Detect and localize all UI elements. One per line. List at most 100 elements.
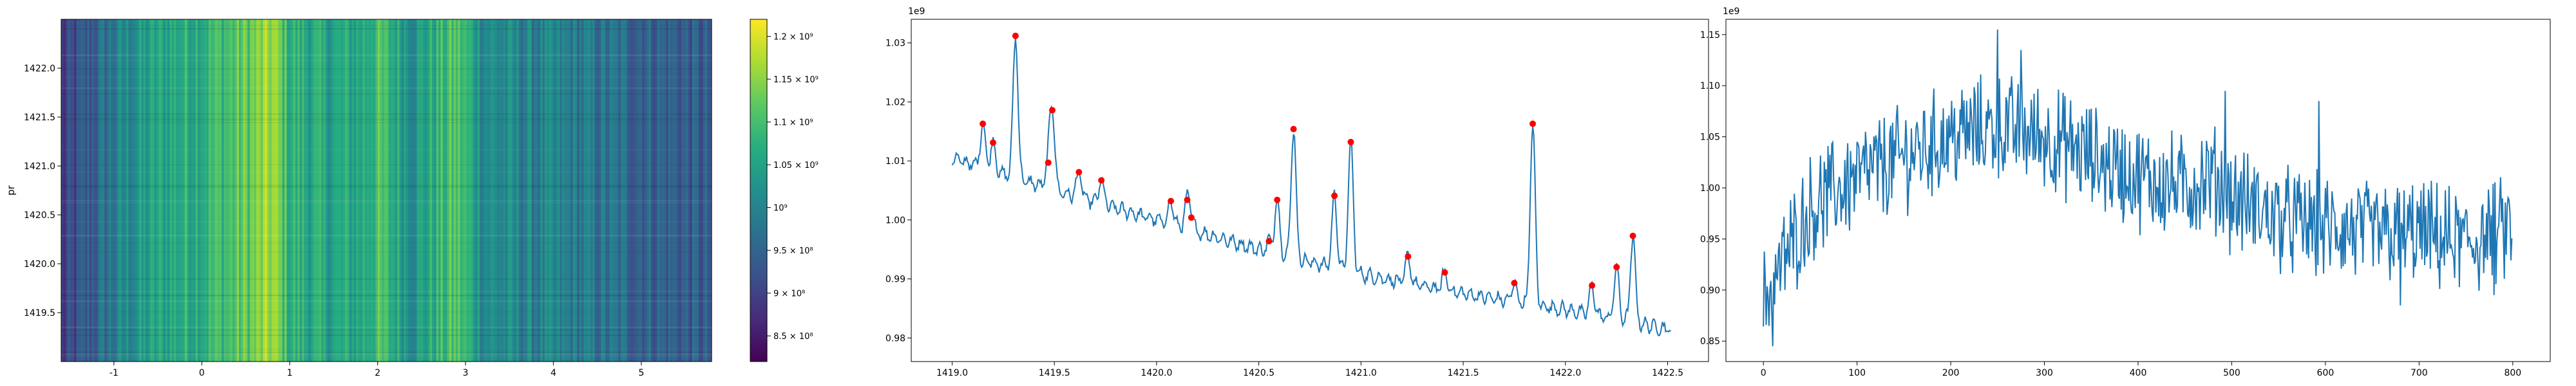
heatmap-column <box>119 19 122 362</box>
heatmap-column <box>301 19 305 362</box>
x-tick-label: 3 <box>462 368 468 378</box>
heatmap-column <box>590 19 593 362</box>
heatmap-column <box>468 19 471 362</box>
heatmap-column <box>668 19 671 362</box>
heatmap-column <box>109 19 112 362</box>
heatmap-column <box>698 19 701 362</box>
heatmap-row-band <box>61 278 712 280</box>
y-tick-label: 0.90 <box>1700 286 1720 296</box>
spectrum-line <box>951 39 1671 336</box>
heatmap-column <box>705 19 708 362</box>
heatmap-row-band <box>61 349 712 350</box>
heatmap-column <box>147 19 151 362</box>
heatmap-column <box>245 19 249 362</box>
peak-marker <box>980 120 987 127</box>
heatmap-column <box>477 19 480 362</box>
heatmap-column <box>497 19 500 362</box>
heatmap-column <box>462 19 465 362</box>
heatmap-row-band <box>61 200 712 202</box>
heatmap-column <box>191 19 194 362</box>
y-tick-label: 1421.5 <box>24 113 55 123</box>
heatmap-column <box>117 19 120 362</box>
heatmap-column <box>70 19 73 362</box>
heatmap-column <box>560 19 563 362</box>
heatmap-column <box>650 19 654 362</box>
heatmap-row-band <box>61 149 712 151</box>
heatmap-column <box>202 19 205 362</box>
heatmap-column <box>596 19 600 362</box>
peak-marker <box>1530 120 1536 127</box>
heatmap-column <box>414 19 417 362</box>
x-tick-label: 5 <box>638 368 644 378</box>
peak-marker <box>1265 237 1273 244</box>
heatmap-row-band <box>61 221 712 223</box>
heatmap-column <box>200 19 203 362</box>
heatmap-column <box>122 19 125 362</box>
heatmap-column <box>198 19 201 362</box>
heatmap-column <box>230 19 233 362</box>
heatmap-column <box>390 19 393 362</box>
y-tick-label: 0.98 <box>886 333 905 344</box>
heatmap-column <box>113 19 116 362</box>
heatmap-column <box>627 19 630 362</box>
x-tick-label: 600 <box>2317 368 2334 378</box>
heatmap-column <box>102 19 105 362</box>
heatmap-column <box>649 19 652 362</box>
peak-marker <box>1098 177 1105 184</box>
colorbar-tick-label: 8.5 × 10⁸ <box>773 332 813 342</box>
heatmap-column <box>146 19 149 362</box>
heatmap-row-band <box>61 351 712 353</box>
heatmap-column <box>408 19 411 362</box>
heatmap-column <box>217 19 220 362</box>
heatmap-column <box>354 19 357 362</box>
heatmap-column <box>249 19 252 362</box>
heatmap-column <box>647 19 649 362</box>
heatmap-column <box>289 19 292 362</box>
heatmap-column <box>386 19 389 362</box>
heatmap-column <box>683 19 687 362</box>
heatmap-column <box>506 19 509 362</box>
heatmap-column <box>295 19 298 362</box>
heatmap-column <box>458 19 461 362</box>
heatmap-column <box>290 19 294 362</box>
heatmap-column <box>486 19 489 362</box>
heatmap-column <box>514 19 517 362</box>
peak-marker <box>1075 169 1083 176</box>
heatmap-column <box>666 19 669 362</box>
heatmap-y-axis: 1419.5 1420.0 1420.5 1421.0 1421.5 1422.0 <box>24 64 61 318</box>
heatmap-column <box>533 19 536 362</box>
heatmap-column <box>98 19 101 362</box>
heatmap-row-band <box>61 28 712 30</box>
heatmap-column <box>267 19 270 362</box>
heatmap-column <box>592 19 595 362</box>
heatmap-column <box>484 19 487 362</box>
heatmap-row-band <box>61 87 712 89</box>
heatmap-column <box>143 19 146 362</box>
y-tick-label: 1.15 <box>1700 30 1720 41</box>
heatmap-column <box>206 19 209 362</box>
heatmap-column <box>341 19 344 362</box>
x-tick-label: 1419.5 <box>1039 368 1070 378</box>
heatmap-column <box>76 19 79 362</box>
heatmap-column <box>343 19 346 362</box>
heatmap-column <box>499 19 502 362</box>
heatmap-column <box>234 19 238 362</box>
heatmap-column <box>379 19 383 362</box>
heatmap-column <box>607 19 611 362</box>
heatmap-column <box>677 19 680 362</box>
heatmap-column <box>401 19 404 362</box>
heatmap-column <box>299 19 303 362</box>
heatmap-column <box>425 19 428 362</box>
heatmap-column <box>269 19 272 362</box>
heatmap-column <box>165 19 168 362</box>
x-tick-label: 700 <box>2410 368 2428 378</box>
heatmap-column <box>430 19 433 362</box>
heatmap-column <box>297 19 300 362</box>
heatmap-column <box>672 19 676 362</box>
heatmap-x-axis: -1 0 1 2 3 4 5 <box>109 362 644 378</box>
heatmap-column <box>523 19 526 362</box>
heatmap-column <box>338 19 341 362</box>
heatmap-column <box>395 19 398 362</box>
peak-marker <box>1012 32 1019 39</box>
heatmap-column <box>527 19 530 362</box>
